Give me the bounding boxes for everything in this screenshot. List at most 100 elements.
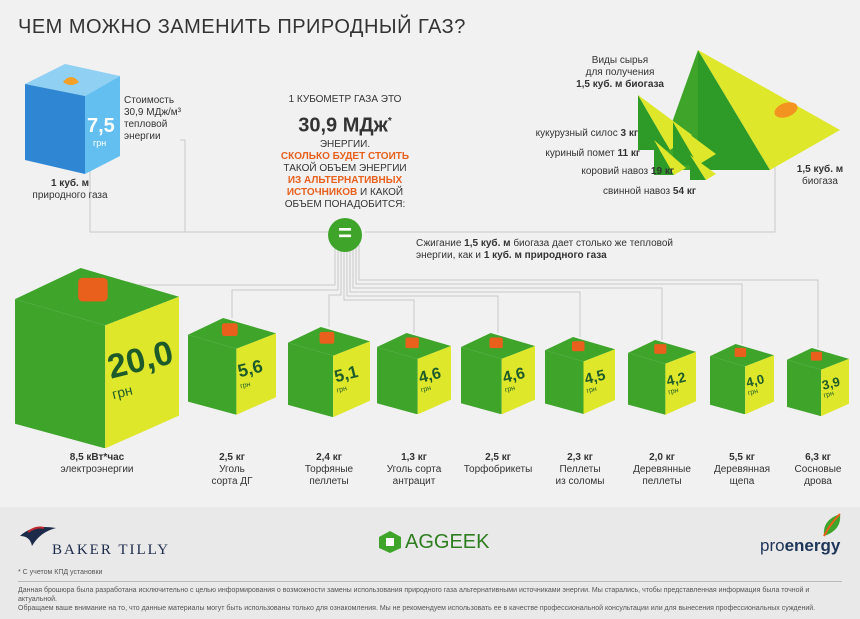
alt-name2: щепа (729, 476, 755, 487)
alt-amount: 2,5 кг (485, 452, 511, 463)
biogas-note-bold: 1,5 куб. м (464, 238, 511, 249)
alt-name2: пеллеты (642, 476, 682, 487)
briquette-icon (489, 337, 503, 349)
aggeek-logo-icon (379, 531, 401, 553)
biogas-result2: биогаза (802, 176, 838, 187)
center-line5: ОБЪЕМ ПОНАДОБИТСЯ: (284, 198, 406, 210)
alt-name: Торфобрикеты (463, 464, 533, 475)
gas-cost-line1: Стоимость (124, 95, 175, 106)
alt-price: 4,6 (417, 365, 443, 387)
gas-amount: 1 куб. м (50, 178, 90, 189)
disclaimer: Данная брошюра была разработана исключит… (18, 586, 848, 613)
alt-unit: грн (420, 385, 432, 394)
alt-price: 4,6 (501, 365, 527, 387)
alt-unit: грн (747, 388, 759, 397)
proenergy-leaf-icon (823, 513, 841, 537)
alt-name: Сосновые (794, 464, 842, 475)
alt-label: 6,3 кг Сосновые дрова (773, 452, 860, 488)
alt-label: 2,0 кг Деревянные пеллеты (617, 452, 707, 488)
center-line2: ЭНЕРГИИ. (319, 138, 371, 150)
alt-name2: антрацит (392, 476, 436, 487)
alt-name: электроэнергии (60, 464, 134, 475)
biogas-item: кукурузный силос 3 кг (535, 128, 638, 139)
alt-label: 2,4 кг Торфяные пеллеты (284, 452, 374, 488)
alt-label: 2,3 кг Пеллеты из соломы (535, 452, 625, 488)
biogas-item: коровий навоз 19 кг (581, 166, 674, 177)
alt-label: 8,5 кВт*час электроэнергии (52, 452, 142, 476)
aggeek-logo: AGGEEK (405, 531, 490, 553)
alt-name2: пеллеты (309, 476, 349, 487)
alt-name: Пеллеты (559, 464, 601, 475)
alt-label: 1,3 кг Уголь сорта антрацит (369, 452, 459, 488)
page-title: ЧЕМ МОЖНО ЗАМЕНИТЬ ПРИРОДНЫЙ ГАЗ? (18, 16, 466, 38)
plug-icon (78, 277, 108, 302)
center-orange1: СКОЛЬКО БУДЕТ СТОИТЬ (280, 150, 410, 162)
baker-tilly-bird-icon (20, 526, 56, 546)
alt-amount: 1,3 кг (401, 452, 427, 463)
biogas-note: биогаза дает столько же тепловой (510, 238, 673, 249)
center-orange3: ИСТОЧНИКОВ (286, 186, 358, 198)
alt-name2: из соломы (555, 476, 605, 487)
straw-icon (571, 341, 585, 352)
alt-price: 3,9 (820, 374, 841, 393)
peat-icon (319, 331, 335, 344)
center-line1: 1 КУБОМЕТР ГАЗА ЭТО (288, 94, 402, 105)
equals-circle: = (328, 218, 362, 252)
gas-cost-line2: 30,9 МДж/м³ (124, 107, 182, 118)
alt-unit: грн (240, 381, 252, 390)
footer (0, 507, 860, 619)
center-line4: И КАКОЙ (357, 186, 404, 198)
alt-label: 2,5 кг Уголь сорта ДГ (187, 452, 277, 488)
proenergy-energy: energy (784, 536, 841, 555)
alt-price: 4,2 (665, 369, 688, 389)
alt-name: Уголь сорта (386, 464, 442, 475)
disclaimer-line1: Данная брошюра была разработана исключит… (18, 587, 810, 603)
alt-unit: грн (586, 386, 598, 395)
alt-amount: 6,3 кг (805, 452, 831, 463)
alt-amount: 5,5 кг (729, 452, 755, 463)
alt-name: Деревянные (633, 464, 691, 475)
alt-label: 2,5 кг Торфобрикеты (453, 452, 543, 476)
biogas-item: свинной навоз 54 кг (602, 186, 696, 197)
alt-price: 4,0 (745, 371, 766, 390)
proenergy-logo: proenergy (760, 536, 840, 556)
footnote: * С учетом КПД установки (18, 569, 103, 576)
alt-name: Торфяные (304, 464, 354, 475)
center-block: 1 КУБОМЕТР ГАЗА ЭТО 30,9 МДж* ЭНЕРГИИ. С… (265, 94, 425, 211)
logs-icon (810, 351, 823, 361)
biogas-header1: Виды сырья (591, 55, 649, 66)
biogas-note-bold: 1 куб. м природного газа (483, 250, 607, 261)
bucket-icon (654, 344, 667, 354)
alt-label: 5,5 кг Деревянная щепа (697, 452, 787, 488)
gas-cube: 7,5 грн (25, 64, 120, 174)
alt-price: 4,5 (583, 367, 607, 389)
gas-cost-line3: тепловой (124, 119, 168, 130)
alt-name: Уголь (219, 464, 245, 475)
alt-unit: грн (110, 382, 134, 403)
center-star: * (387, 116, 392, 127)
biogas-note: энергии, как и (416, 250, 484, 261)
biogas-pyramids (638, 50, 840, 180)
baker-tilly-logo: BAKER TILLY (52, 542, 171, 558)
leaf-icon (774, 102, 798, 118)
alt-amount: 2,5 кг (219, 452, 245, 463)
center-orange2: ИЗ АЛЬТЕРНАТИВНЫХ (287, 174, 403, 186)
coal-cart-icon (405, 337, 419, 349)
biogas-header2: для получения (585, 67, 655, 78)
alt-amount: 8,5 кВт*час (69, 452, 125, 463)
biogas-item: куриный помет 11 кг (545, 148, 640, 159)
biogas-note: Сжигание (416, 238, 465, 249)
disclaimer-line2: Обращаем ваше внимание на то, что данные… (18, 605, 816, 612)
chips-icon (734, 347, 747, 358)
alt-amount: 2,4 кг (316, 452, 342, 463)
gas-unit: грн (93, 138, 106, 148)
gas-price: 7,5 (87, 115, 115, 137)
